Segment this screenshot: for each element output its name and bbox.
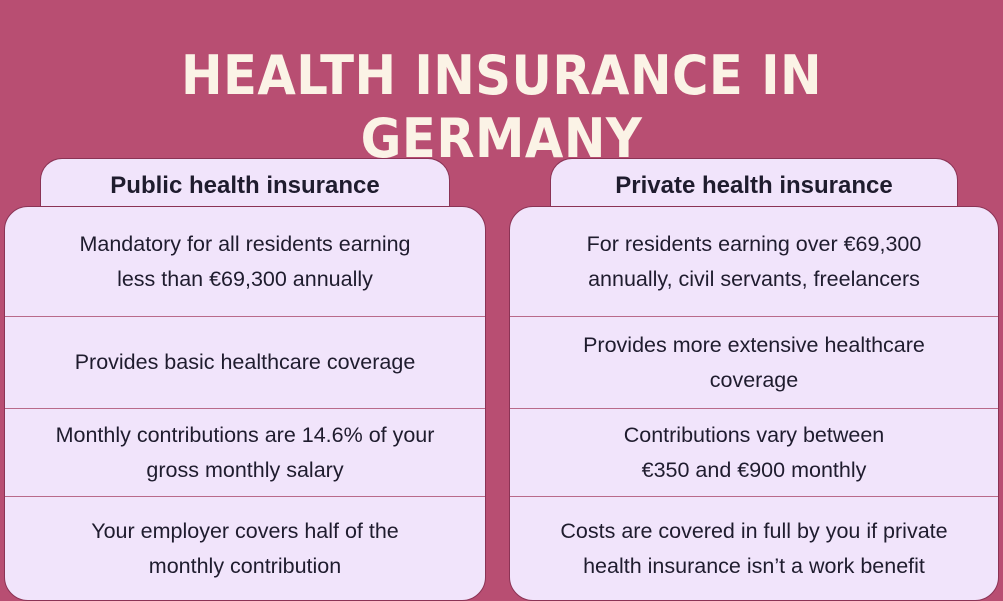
public-row-contributions: Monthly contributions are 14.6% of your … bbox=[5, 409, 485, 497]
public-row-eligibility-line-2: less than €69,300 annually bbox=[117, 266, 373, 291]
private-row-contributions-line-2: €350 and €900 monthly bbox=[641, 457, 867, 482]
private-row-coverage-line-2: coverage bbox=[709, 367, 799, 392]
public-row-coverage: Provides basic healthcare coverage bbox=[5, 317, 485, 409]
private-row-contributions: Contributions vary between €350 and €900… bbox=[510, 409, 998, 497]
private-row-coverage: Provides more extensive healthcare cover… bbox=[510, 317, 998, 409]
public-insurance-card: Mandatory for all residents earning less… bbox=[4, 206, 486, 601]
page-title: HEALTH INSURANCE IN GERMANY bbox=[180, 44, 823, 170]
private-row-contributions-line-1: Contributions vary between bbox=[623, 422, 885, 447]
public-row-employer-line-1: Your employer covers half of the bbox=[91, 518, 399, 543]
private-row-coverage-line-1: Provides more extensive healthcare bbox=[583, 332, 925, 357]
public-row-eligibility-line-1: Mandatory for all residents earning bbox=[79, 231, 411, 256]
public-row-eligibility: Mandatory for all residents earning less… bbox=[5, 207, 485, 317]
private-insurance-card: For residents earning over €69,300 annua… bbox=[509, 206, 999, 601]
private-row-eligibility-line-1: For residents earning over €69,300 bbox=[586, 231, 922, 256]
public-row-employer-line-2: monthly contribution bbox=[148, 553, 342, 578]
public-row-employer: Your employer covers half of the monthly… bbox=[5, 497, 485, 600]
private-row-costs-line-2: health insurance isn’t a work benefit bbox=[583, 553, 925, 578]
private-insurance-column: Private health insurance For residents e… bbox=[509, 158, 999, 601]
public-row-contributions-line-1: Monthly contributions are 14.6% of your bbox=[55, 422, 435, 447]
private-row-costs: Costs are covered in full by you if priv… bbox=[510, 497, 998, 600]
private-row-eligibility: For residents earning over €69,300 annua… bbox=[510, 207, 998, 317]
private-row-eligibility-line-2: annually, civil servants, freelancers bbox=[588, 266, 920, 291]
private-row-costs-line-1: Costs are covered in full by you if priv… bbox=[560, 518, 948, 543]
public-row-coverage-line-1: Provides basic healthcare coverage bbox=[74, 350, 416, 374]
private-insurance-heading: Private health insurance bbox=[550, 158, 958, 214]
public-insurance-column: Public health insurance Mandatory for al… bbox=[4, 158, 486, 601]
public-insurance-heading: Public health insurance bbox=[40, 158, 450, 214]
public-row-contributions-line-2: gross monthly salary bbox=[146, 457, 344, 482]
